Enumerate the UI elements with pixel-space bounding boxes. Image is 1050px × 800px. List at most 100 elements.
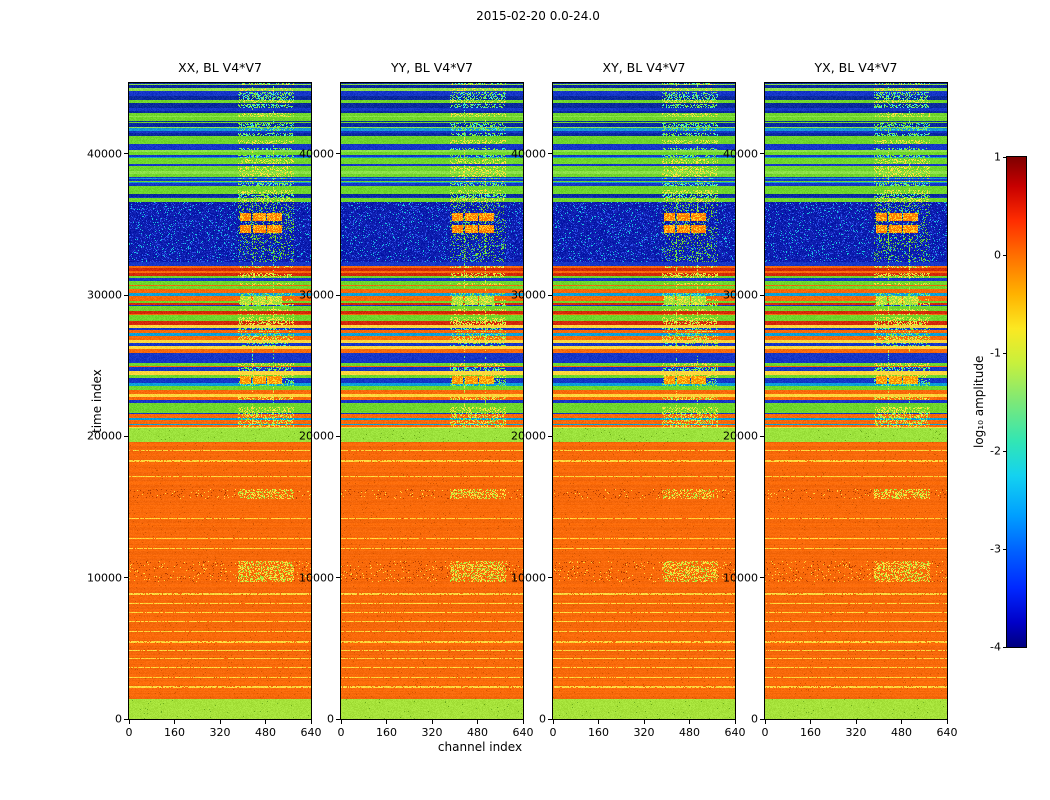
x-tick-label: 320 (421, 726, 443, 739)
x-tick-mark (128, 720, 130, 724)
y-tick-label: 20000 (299, 429, 334, 443)
y-tick-mark (760, 294, 764, 296)
colorbar-tick-mark (1003, 352, 1007, 354)
x-tick-mark (265, 720, 266, 724)
y-tick-mark (548, 294, 552, 296)
x-tick-mark (855, 720, 857, 724)
subplot-yx-title: YX, BL V4*V7 (814, 60, 898, 75)
x-tick-label: 480 (891, 726, 912, 739)
colorbar-tick-label: 0 (994, 248, 1001, 262)
y-tick-label: 30000 (87, 288, 122, 302)
subplot-xx-panel: XX, BL V4*V7 0 160 320 480 640 0 10000 20000 300… (87, 60, 322, 739)
y-axis-label: time index (90, 369, 104, 433)
y-tick-label: 40000 (299, 147, 334, 161)
y-tick-label: 10000 (87, 571, 122, 585)
x-tick-mark (689, 720, 690, 724)
y-tick-mark (124, 294, 128, 296)
x-tick-mark (643, 720, 645, 724)
y-tick-mark (336, 577, 340, 579)
colorbar-gradient (1006, 156, 1027, 648)
y-tick-mark (548, 718, 552, 720)
x-tick-label: 0 (125, 726, 133, 739)
y-tick-mark (336, 718, 340, 720)
x-tick-mark (764, 720, 766, 724)
x-tick-label: 160 (376, 726, 397, 739)
y-tick-mark (336, 153, 340, 155)
x-tick-label: 480 (679, 726, 700, 739)
figure-title: 2015-02-20 0.0-24.0 (476, 9, 600, 23)
x-tick-mark (552, 720, 554, 724)
y-tick-label: 20000 (723, 429, 758, 443)
x-tick-mark (477, 720, 478, 724)
x-tick-label: 0 (337, 726, 345, 739)
y-tick-label: 30000 (299, 288, 334, 302)
x-tick-label: 0 (549, 726, 557, 739)
y-tick-label: 40000 (511, 147, 546, 161)
y-tick-label: 0 (327, 712, 334, 726)
x-tick-label: 320 (845, 726, 867, 739)
x-tick-mark (522, 720, 524, 724)
y-tick-label: 20000 (87, 429, 122, 443)
y-tick-mark (124, 718, 128, 720)
colorbar-tick-mark (1003, 450, 1007, 452)
y-tick-label: 0 (115, 712, 122, 726)
colorbar-tick-mark (1003, 548, 1007, 550)
x-tick-mark (219, 720, 221, 724)
x-tick-label: 640 (300, 726, 322, 739)
y-tick-label: 10000 (511, 571, 546, 585)
y-tick-label: 0 (539, 712, 546, 726)
y-tick-mark (124, 577, 128, 579)
x-tick-label: 160 (164, 726, 185, 739)
y-tick-label: 0 (751, 712, 758, 726)
x-tick-mark (810, 720, 811, 724)
colorbar-tick-label: -3 (990, 542, 1001, 556)
colorbar-tick-label: -1 (990, 346, 1001, 360)
y-tick-mark (124, 435, 128, 437)
x-tick-mark (386, 720, 387, 724)
colorbar-axis-label: log₁₀ amplitude (972, 355, 986, 449)
y-tick-label: 20000 (511, 429, 546, 443)
x-tick-mark (431, 720, 433, 724)
y-tick-mark (548, 435, 552, 437)
y-tick-label: 40000 (723, 147, 758, 161)
colorbar-tick-mark (1003, 156, 1007, 158)
colorbar: log₁₀ amplitude 1 0 -1 -2 -3 -4 (972, 151, 1030, 654)
y-tick-mark (760, 577, 764, 579)
x-tick-label: 160 (800, 726, 821, 739)
colorbar-tick-label: 1 (994, 150, 1001, 164)
subplot-yy-panel: YY, BL V4*V7 0 160 320 480 640 0 10000 20000 300… (299, 60, 534, 739)
y-tick-mark (336, 435, 340, 437)
waterfall-heatmap-yx (764, 82, 948, 720)
x-tick-label: 640 (936, 726, 958, 739)
x-tick-mark (734, 720, 736, 724)
y-tick-mark (760, 718, 764, 720)
y-tick-label: 10000 (723, 571, 758, 585)
x-tick-label: 0 (761, 726, 769, 739)
y-tick-mark (760, 153, 764, 155)
x-tick-label: 640 (512, 726, 534, 739)
waterfall-heatmap-xx (128, 82, 312, 720)
x-axis-label: channel index (437, 740, 523, 754)
y-tick-mark (760, 435, 764, 437)
waterfall-heatmap-xy (552, 82, 736, 720)
colorbar-tick-label: -2 (990, 444, 1001, 458)
subplot-yx-panel: YX, BL V4*V7 0 160 320 480 640 0 10000 20000 300… (723, 60, 958, 739)
y-tick-label: 30000 (723, 288, 758, 302)
y-tick-mark (124, 153, 128, 155)
y-tick-label: 40000 (87, 147, 122, 161)
y-tick-label: 30000 (511, 288, 546, 302)
x-tick-label: 640 (724, 726, 746, 739)
waterfall-heatmap-yy (340, 82, 524, 720)
subplot-xy-title: XY, BL V4*V7 (602, 60, 686, 75)
colorbar-tick-label: -4 (990, 640, 1001, 654)
x-tick-mark (598, 720, 599, 724)
x-tick-mark (340, 720, 342, 724)
subplot-xy-panel: XY, BL V4*V7 0 160 320 480 640 0 10000 20000 300… (511, 60, 746, 739)
y-tick-mark (336, 294, 340, 296)
x-tick-label: 160 (588, 726, 609, 739)
y-tick-label: 10000 (299, 571, 334, 585)
x-tick-mark (901, 720, 902, 724)
subplot-yy-title: YY, BL V4*V7 (391, 60, 473, 75)
x-tick-label: 480 (467, 726, 488, 739)
